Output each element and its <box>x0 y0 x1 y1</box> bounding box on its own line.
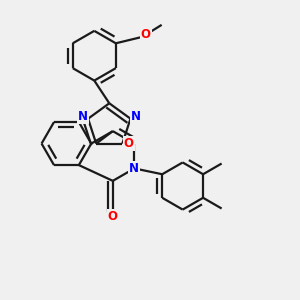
Text: O: O <box>141 28 151 41</box>
Text: N: N <box>129 162 139 175</box>
Text: N: N <box>130 110 141 123</box>
Text: O: O <box>124 137 134 150</box>
Text: O: O <box>108 210 118 224</box>
Text: N: N <box>78 110 88 123</box>
